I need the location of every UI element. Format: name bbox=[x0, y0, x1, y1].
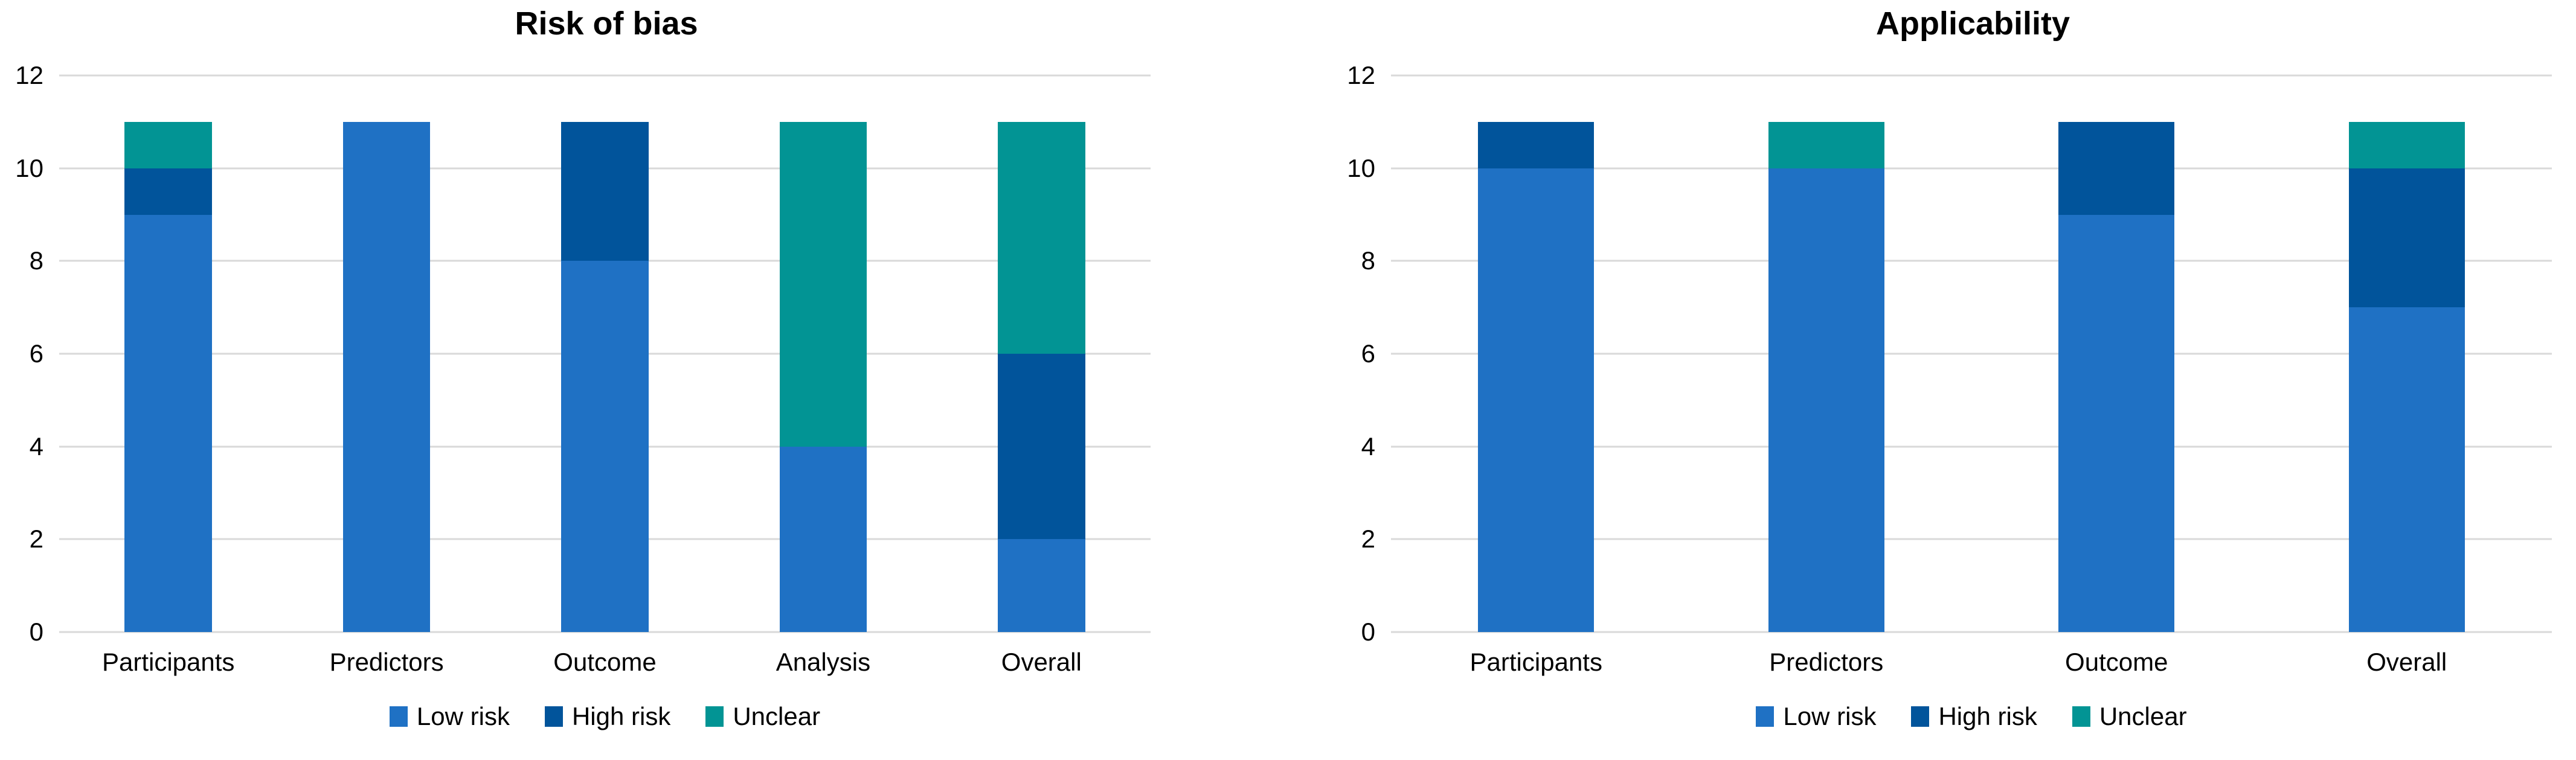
legend-item: High risk bbox=[544, 702, 671, 731]
x-category-label: Outcome bbox=[553, 648, 657, 676]
bar-segment-high-risk bbox=[1478, 121, 1595, 168]
unclear-swatch-icon bbox=[2072, 706, 2090, 727]
low-risk-swatch-icon bbox=[389, 706, 408, 727]
bar-segment-unclear bbox=[1768, 121, 1884, 168]
legend-label: High risk bbox=[571, 702, 671, 730]
bar-participants bbox=[1478, 121, 1595, 632]
bar-participants bbox=[124, 121, 212, 632]
x-category-label: Participants bbox=[1469, 648, 1602, 676]
bar-segment-high-risk bbox=[2058, 121, 2175, 215]
gridline bbox=[1391, 445, 2552, 448]
bar-segment-low-risk bbox=[1768, 168, 1884, 632]
bar-segment-unclear bbox=[2348, 121, 2465, 168]
plot-area: 0 2 4 6 8 10 12 bbox=[1347, 63, 2552, 645]
bar-segment-low-risk bbox=[2058, 214, 2175, 632]
x-category-label: Outcome bbox=[2065, 648, 2168, 676]
bar-segment-high-risk bbox=[2348, 168, 2465, 308]
legend-item: Low risk bbox=[389, 702, 510, 731]
gridline bbox=[1391, 260, 2552, 262]
gridline bbox=[1391, 631, 2552, 633]
x-category-label: Overall bbox=[1001, 648, 1082, 676]
unclear-swatch-icon bbox=[705, 706, 724, 727]
bar-analysis bbox=[779, 121, 867, 632]
legend: Low risk High risk Unclear bbox=[59, 695, 1151, 738]
legend-label: High risk bbox=[1938, 702, 2037, 730]
bar-predictors bbox=[1768, 121, 1884, 632]
bar-segment-unclear bbox=[779, 121, 867, 447]
legend-item: Unclear bbox=[705, 702, 820, 731]
x-category-label: Analysis bbox=[776, 648, 871, 676]
bar-segment-unclear bbox=[998, 121, 1085, 354]
bar-segment-low-risk bbox=[2348, 307, 2465, 632]
bar-segment-low-risk bbox=[998, 539, 1085, 632]
bar-segment-unclear bbox=[124, 121, 212, 168]
legend-label: Unclear bbox=[2099, 702, 2187, 730]
gridline bbox=[1391, 353, 2552, 355]
x-category-label: Predictors bbox=[329, 648, 444, 676]
applicability-chart: Applicability 0 2 4 6 8 10 12 Participants Pred… bbox=[1309, 0, 2555, 760]
x-category-label: Overall bbox=[2366, 648, 2447, 676]
x-category-label: Participants bbox=[101, 648, 235, 676]
bar-segment-low-risk bbox=[124, 214, 212, 632]
bar-segment-low-risk bbox=[779, 446, 867, 632]
gridline bbox=[1391, 74, 2552, 77]
x-category-label: Predictors bbox=[1769, 648, 1884, 676]
plot-area: 0 2 4 6 8 10 12 bbox=[15, 63, 1151, 645]
bar-overall bbox=[2348, 121, 2465, 632]
high-risk-swatch-icon bbox=[544, 706, 563, 727]
bar-segment-high-risk bbox=[561, 121, 649, 261]
high-risk-swatch-icon bbox=[1911, 706, 1930, 727]
gridline bbox=[1391, 538, 2552, 540]
bar-overall bbox=[998, 121, 1085, 632]
chart-title: Applicability bbox=[1875, 5, 2070, 42]
chart-title: Risk of bias bbox=[515, 5, 698, 42]
low-risk-swatch-icon bbox=[1756, 706, 1775, 727]
legend-label: Low risk bbox=[1783, 702, 1877, 730]
bar-segment-high-risk bbox=[124, 168, 212, 215]
legend-item: High risk bbox=[1911, 702, 2037, 731]
gridline bbox=[59, 631, 1151, 633]
bar-segment-low-risk bbox=[342, 121, 431, 632]
legend: Low risk High risk Unclear bbox=[1391, 695, 2552, 738]
bar-segment-high-risk bbox=[998, 354, 1085, 540]
gridline bbox=[59, 74, 1151, 77]
legend-label: Unclear bbox=[733, 702, 821, 730]
risk-of-bias-chart: Risk of bias 0 2 4 6 8 10 12 Participants Predi… bbox=[12, 0, 1154, 760]
legend-item: Unclear bbox=[2072, 702, 2187, 731]
bar-predictors bbox=[342, 121, 431, 632]
bar-segment-low-risk bbox=[1478, 168, 1595, 632]
bar-outcome bbox=[561, 121, 649, 632]
x-axis-category-labels: Participants Predictors Outcome Analysis Ove… bbox=[59, 641, 1151, 683]
x-axis-category-labels: Participants Predictors Outcome Overall bbox=[1391, 641, 2552, 683]
gridline bbox=[1391, 167, 2552, 170]
legend-label: Low risk bbox=[416, 702, 510, 730]
bar-segment-low-risk bbox=[561, 261, 649, 632]
legend-item: Low risk bbox=[1756, 702, 1876, 731]
bar-outcome bbox=[2058, 121, 2175, 632]
